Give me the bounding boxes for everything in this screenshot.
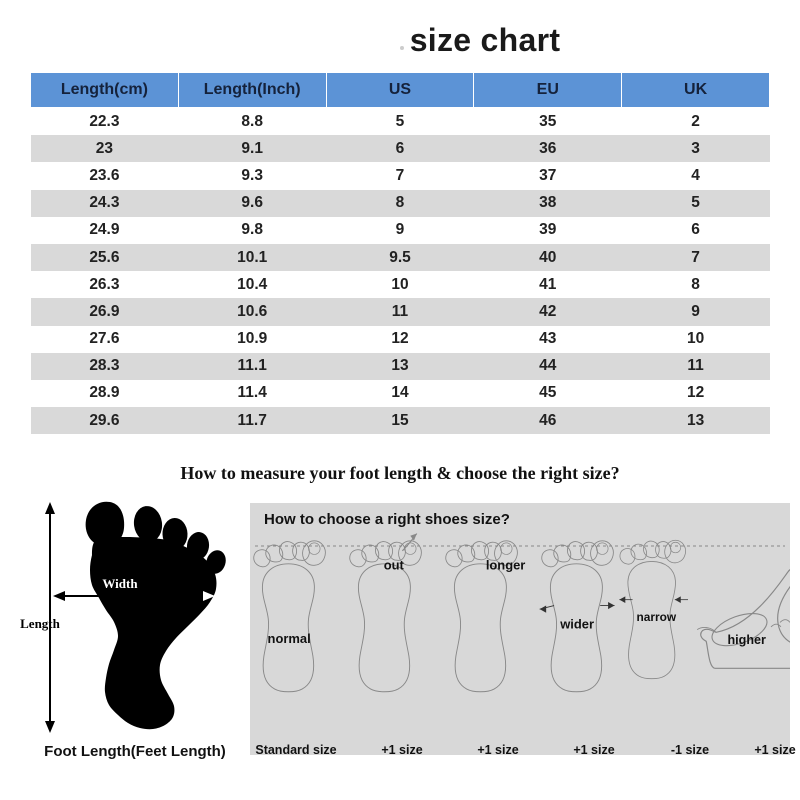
svg-text:normal: normal — [268, 631, 311, 646]
svg-text:Length: Length — [20, 616, 61, 631]
svg-text:out: out — [384, 558, 405, 573]
svg-text:Width: Width — [102, 576, 138, 591]
svg-text:higher: higher — [727, 633, 766, 647]
svg-text:narrow: narrow — [637, 610, 677, 624]
svg-text:wider: wider — [559, 617, 594, 632]
svg-text:longer: longer — [486, 558, 526, 573]
